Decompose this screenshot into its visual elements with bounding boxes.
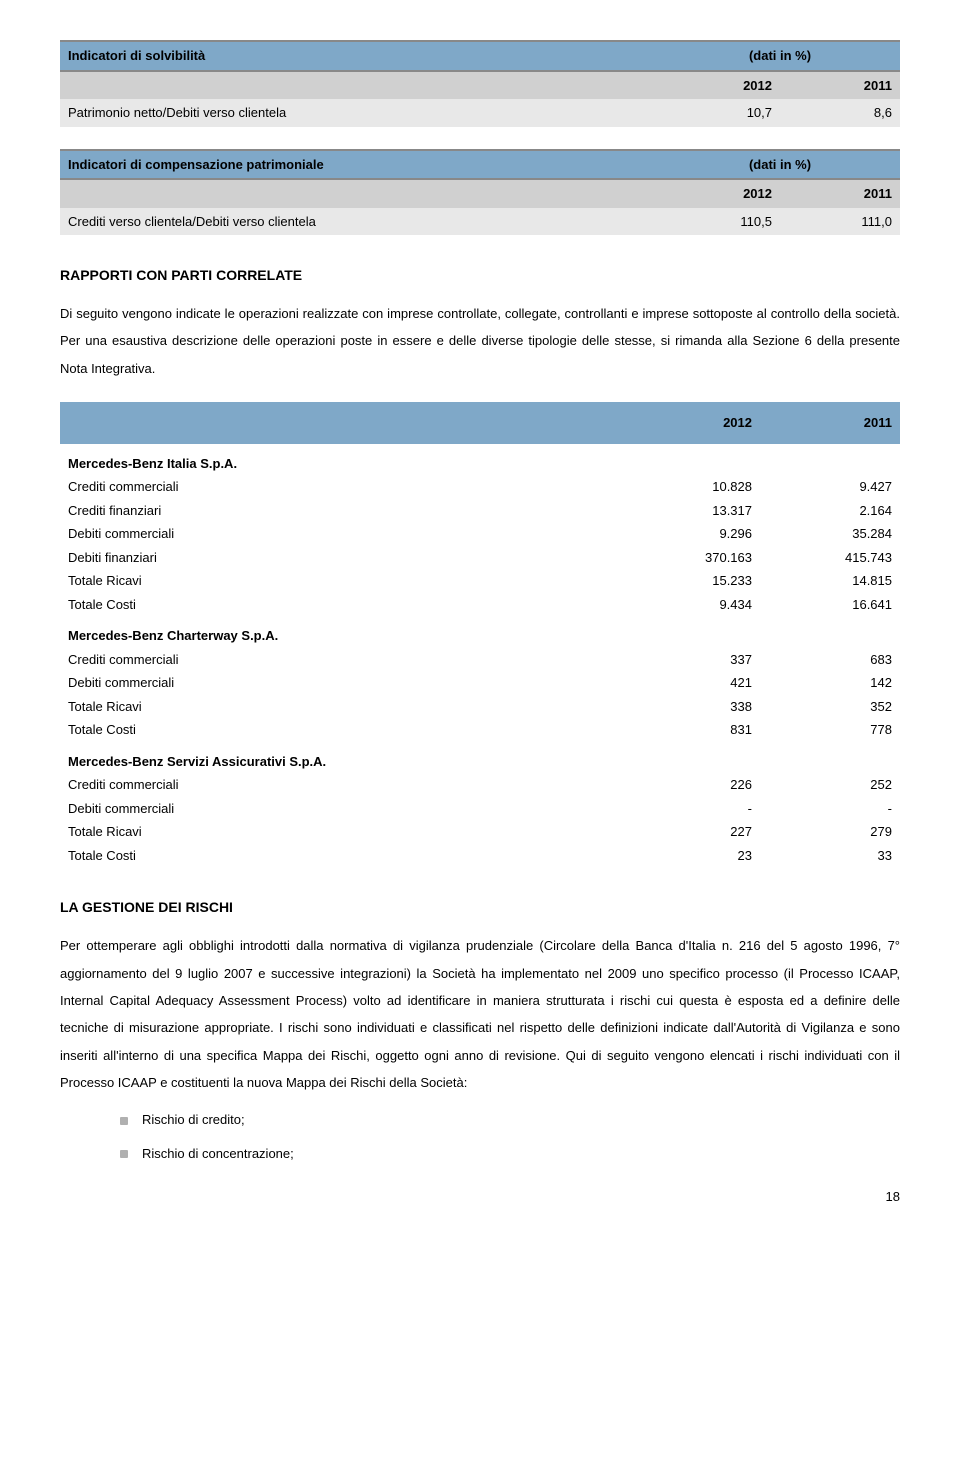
- fin-row-label: Totale Costi: [60, 844, 620, 868]
- fin-row-label: Debiti commerciali: [60, 797, 620, 821]
- tableB-v1: 110,5: [660, 208, 780, 236]
- fin-value: 35.284: [760, 522, 900, 546]
- tableB-row-label: Crediti verso clientela/Debiti verso cli…: [60, 208, 660, 236]
- fin-value: 2.164: [760, 499, 900, 523]
- fin-row-label: Crediti commerciali: [60, 648, 620, 672]
- fin-value: 683: [760, 648, 900, 672]
- fin-row-label: Totale Ricavi: [60, 820, 620, 844]
- fin-value: 10.828: [620, 475, 760, 499]
- fin-value: 415.743: [760, 546, 900, 570]
- fin-row-label: Crediti commerciali: [60, 475, 620, 499]
- tableB-dati: (dati in %): [660, 150, 900, 180]
- tableA-v2: 8,6: [780, 99, 900, 127]
- fin-value: 23: [620, 844, 760, 868]
- risk-list: Rischio di credito; Rischio di concentra…: [120, 1110, 900, 1163]
- fin-row-label: Totale Ricavi: [60, 695, 620, 719]
- tableA-title: Indicatori di solvibilità: [60, 41, 660, 71]
- group-name: Mercedes-Benz Italia S.p.A.: [60, 444, 900, 476]
- section2-para: Per ottemperare agli obblighi introdotti…: [60, 932, 900, 1096]
- tableA-dati: (dati in %): [660, 41, 900, 71]
- group-name: Mercedes-Benz Servizi Assicurativi S.p.A…: [60, 742, 900, 774]
- fin-value: 337: [620, 648, 760, 672]
- fin-value: -: [620, 797, 760, 821]
- fin-value: -: [760, 797, 900, 821]
- fin-value: 227: [620, 820, 760, 844]
- page-number: 18: [60, 1187, 900, 1207]
- tableB-y2: 2011: [780, 179, 900, 208]
- fin-value: 279: [760, 820, 900, 844]
- tableB-title: Indicatori di compensazione patrimoniale: [60, 150, 660, 180]
- fin-value: 142: [760, 671, 900, 695]
- fin-row-label: Debiti commerciali: [60, 671, 620, 695]
- fin-value: 15.233: [620, 569, 760, 593]
- fin-value: 14.815: [760, 569, 900, 593]
- fin-value: 9.296: [620, 522, 760, 546]
- fin-value: 831: [620, 718, 760, 742]
- section2-title: LA GESTIONE DEI RISCHI: [60, 897, 900, 918]
- tableA-row-label: Patrimonio netto/Debiti verso clientela: [60, 99, 660, 127]
- list-item: Rischio di concentrazione;: [120, 1144, 900, 1164]
- fin-y2: 2011: [760, 402, 900, 444]
- section1-para: Di seguito vengono indicate le operazion…: [60, 300, 900, 382]
- solvency-table: Indicatori di solvibilità (dati in %) 20…: [60, 40, 900, 127]
- fin-value: 352: [760, 695, 900, 719]
- fin-value: 9.427: [760, 475, 900, 499]
- fin-value: 778: [760, 718, 900, 742]
- fin-row-label: Crediti commerciali: [60, 773, 620, 797]
- fin-value: 9.434: [620, 593, 760, 617]
- fin-value: 370.163: [620, 546, 760, 570]
- related-parties-table: 2012 2011 Mercedes-Benz Italia S.p.A.Cre…: [60, 402, 900, 868]
- fin-value: 16.641: [760, 593, 900, 617]
- compensation-table: Indicatori di compensazione patrimoniale…: [60, 149, 900, 236]
- fin-value: 13.317: [620, 499, 760, 523]
- list-item: Rischio di credito;: [120, 1110, 900, 1130]
- fin-value: 33: [760, 844, 900, 868]
- fin-row-label: Debiti commerciali: [60, 522, 620, 546]
- fin-value: 338: [620, 695, 760, 719]
- fin-value: 421: [620, 671, 760, 695]
- tableA-v1: 10,7: [660, 99, 780, 127]
- tableA-y2: 2011: [780, 71, 900, 100]
- fin-y1: 2012: [620, 402, 760, 444]
- fin-row-label: Totale Costi: [60, 593, 620, 617]
- fin-row-label: Debiti finanziari: [60, 546, 620, 570]
- tableB-v2: 111,0: [780, 208, 900, 236]
- group-name: Mercedes-Benz Charterway S.p.A.: [60, 616, 900, 648]
- fin-value: 226: [620, 773, 760, 797]
- tableB-y1: 2012: [660, 179, 780, 208]
- fin-row-label: Totale Costi: [60, 718, 620, 742]
- tableA-y1: 2012: [660, 71, 780, 100]
- section1-title: RAPPORTI CON PARTI CORRELATE: [60, 265, 900, 286]
- fin-row-label: Crediti finanziari: [60, 499, 620, 523]
- fin-value: 252: [760, 773, 900, 797]
- fin-row-label: Totale Ricavi: [60, 569, 620, 593]
